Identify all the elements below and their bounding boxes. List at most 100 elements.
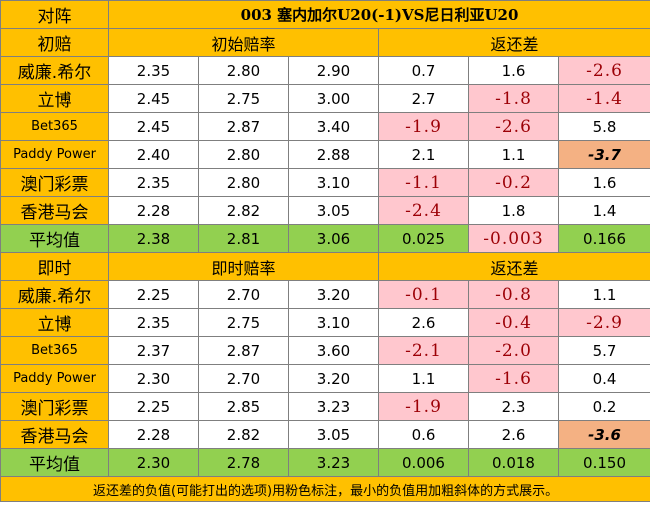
odds-value: 2.90 — [288, 56, 379, 85]
odds-value: 2.37 — [108, 336, 199, 365]
return-diff-value: -2.6 — [557, 56, 650, 85]
odds-value: 3.10 — [288, 168, 379, 197]
section-live-odds: 即时 即时赔率 返还差 威廉.希尔 2.25 2.70 3.20 -0.1 -0.8 1.1 立博 2… — [0, 252, 650, 477]
section-initial-odds: 初赔 初始赔率 返还差 威廉.希尔 2.35 2.80 2.90 0.7 1.6 -2.6 立博 2.… — [0, 28, 650, 253]
return-diff-value: -2.4 — [378, 196, 469, 225]
return-diff-value: -1.4 — [557, 84, 650, 113]
section-header-row: 即时 即时赔率 返还差 — [0, 252, 650, 281]
bookmaker-name: 香港马会 — [0, 420, 109, 449]
bookmaker-name: Paddy Power — [0, 364, 109, 393]
odds-value: 2.30 — [108, 364, 199, 393]
bookmaker-name: Bet365 — [0, 336, 109, 365]
return-diff-value: 1.6 — [468, 56, 559, 85]
average-row: 平均值 2.38 2.81 3.06 0.025 -0.003 0.166 — [0, 224, 650, 253]
return-diff-value: 2.6 — [378, 308, 469, 337]
return-diff-value: -0.8 — [468, 280, 559, 309]
table-row: 澳门彩票 2.35 2.80 3.10 -1.1 -0.2 1.6 — [0, 168, 650, 197]
section-label: 初赔 — [0, 28, 109, 57]
return-diff-value: -1.6 — [468, 364, 559, 393]
odds-value: 3.05 — [288, 196, 379, 225]
return-diff-value: -2.1 — [378, 336, 469, 365]
average-return-diff-value: 0.025 — [378, 224, 469, 253]
match-title: 003 塞内加尔U20(-1)VS尼日利亚U20 — [107, 0, 650, 29]
odds-value: 2.28 — [108, 420, 199, 449]
return-diff-value: 0.6 — [378, 420, 469, 449]
odds-value: 3.20 — [288, 280, 379, 309]
return-diff-value: 1.8 — [468, 196, 559, 225]
return-diff-value: 2.6 — [468, 420, 559, 449]
average-odds-value: 2.30 — [108, 448, 199, 477]
return-diff-value: -2.6 — [468, 112, 559, 141]
title-row: 对阵 003 塞内加尔U20(-1)VS尼日利亚U20 — [0, 0, 650, 29]
table-row: 立博 2.35 2.75 3.10 2.6 -0.4 -2.9 — [0, 308, 650, 337]
average-return-diff-value: 0.018 — [468, 448, 559, 477]
odds-value: 2.70 — [198, 364, 289, 393]
return-diff-value: 0.7 — [378, 56, 469, 85]
table-row: 澳门彩票 2.25 2.85 3.23 -1.9 2.3 0.2 — [0, 392, 650, 421]
odds-value: 2.80 — [198, 140, 289, 169]
odds-value: 2.87 — [198, 336, 289, 365]
bookmaker-name: 威廉.希尔 — [0, 280, 109, 309]
average-return-diff-value: 0.006 — [378, 448, 469, 477]
table-row: Bet365 2.37 2.87 3.60 -2.1 -2.0 5.7 — [0, 336, 650, 365]
average-odds-value: 2.78 — [198, 448, 289, 477]
bookmaker-name: 威廉.希尔 — [0, 56, 109, 85]
return-diff-value: 0.2 — [557, 392, 650, 421]
matchup-label: 对阵 — [0, 0, 109, 29]
return-diff-value: 1.1 — [557, 280, 650, 309]
average-odds-value: 2.38 — [108, 224, 199, 253]
odds-header: 初始赔率 — [108, 28, 379, 57]
odds-value: 3.10 — [288, 308, 379, 337]
return-diff-value: 0.4 — [557, 364, 650, 393]
return-diff-value: 1.1 — [468, 140, 559, 169]
return-diff-value: -0.2 — [468, 168, 559, 197]
return-diff-value: -1.9 — [378, 392, 469, 421]
odds-value: 2.70 — [198, 280, 289, 309]
table-row: Paddy Power 2.30 2.70 3.20 1.1 -1.6 0.4 — [0, 364, 650, 393]
odds-value: 2.82 — [198, 196, 289, 225]
return-diff-value: 5.8 — [557, 112, 650, 141]
return-diff-value: -1.1 — [378, 168, 469, 197]
odds-value: 2.35 — [108, 168, 199, 197]
average-odds-value: 3.23 — [288, 448, 379, 477]
average-label: 平均值 — [0, 448, 109, 477]
odds-value: 2.35 — [108, 56, 199, 85]
odds-value: 2.25 — [108, 280, 199, 309]
section-label: 即时 — [0, 252, 109, 281]
bookmaker-name: 澳门彩票 — [0, 168, 109, 197]
average-odds-value: 3.06 — [288, 224, 379, 253]
return-diff-header: 返还差 — [377, 28, 650, 57]
odds-value: 2.85 — [198, 392, 289, 421]
odds-value: 2.80 — [198, 168, 289, 197]
bookmaker-name: 香港马会 — [0, 196, 109, 225]
table-row: 香港马会 2.28 2.82 3.05 0.6 2.6 -3.6 — [0, 420, 650, 449]
bookmaker-name: Paddy Power — [0, 140, 109, 169]
odds-value: 2.80 — [198, 56, 289, 85]
return-diff-value: 1.6 — [557, 168, 650, 197]
table-row: 立博 2.45 2.75 3.00 2.7 -1.8 -1.4 — [0, 84, 650, 113]
return-diff-value: 5.7 — [557, 336, 650, 365]
average-row: 平均值 2.30 2.78 3.23 0.006 0.018 0.150 — [0, 448, 650, 477]
odds-value: 3.20 — [288, 364, 379, 393]
odds-value: 3.23 — [288, 392, 379, 421]
odds-value: 2.25 — [108, 392, 199, 421]
odds-value: 2.35 — [108, 308, 199, 337]
section-header-row: 初赔 初始赔率 返还差 — [0, 28, 650, 57]
note-row: 返还差的负值(可能打出的选项)用粉色标注，最小的负值用加粗斜体的方式展示。 — [0, 476, 650, 502]
return-diff-value: 1.4 — [557, 196, 650, 225]
odds-value: 2.87 — [198, 112, 289, 141]
odds-value: 3.40 — [288, 112, 379, 141]
return-diff-value: -2.0 — [468, 336, 559, 365]
return-diff-value: -1.8 — [468, 84, 559, 113]
odds-value: 3.00 — [288, 84, 379, 113]
odds-value: 2.45 — [108, 112, 199, 141]
odds-header: 即时赔率 — [108, 252, 379, 281]
return-diff-header: 返还差 — [377, 252, 650, 281]
return-diff-value: 2.7 — [378, 84, 469, 113]
bookmaker-name: Bet365 — [0, 112, 109, 141]
bookmaker-name: 立博 — [0, 308, 109, 337]
table-row: 威廉.希尔 2.25 2.70 3.20 -0.1 -0.8 1.1 — [0, 280, 650, 309]
odds-value: 2.75 — [198, 84, 289, 113]
average-return-diff-value: 0.166 — [557, 224, 650, 253]
